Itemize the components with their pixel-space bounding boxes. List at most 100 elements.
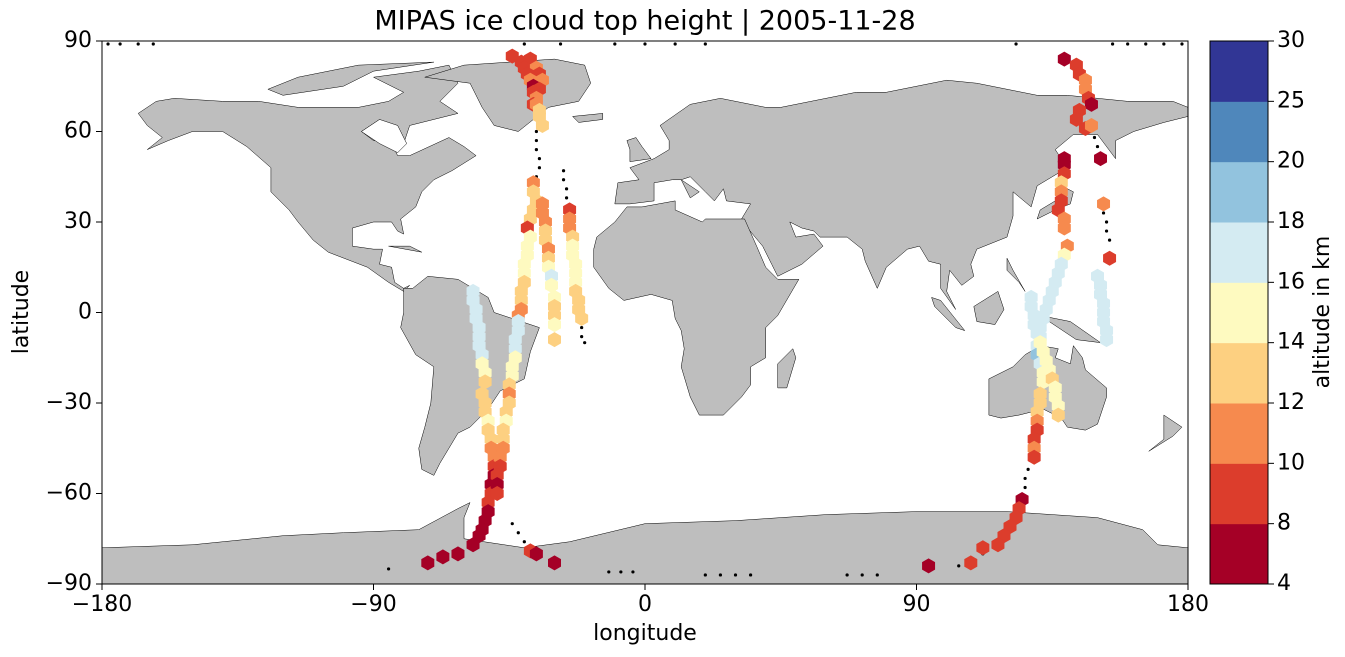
clear-point: [718, 573, 723, 577]
britain: [627, 138, 651, 162]
clear-point: [1104, 229, 1109, 233]
x-tick-label: −180: [72, 592, 132, 617]
clear-point: [1162, 42, 1166, 46]
cloud-point: [548, 555, 561, 571]
clear-point: [1101, 211, 1106, 215]
clear-point: [136, 42, 140, 46]
clear-point: [957, 564, 961, 568]
colorbar-bin: [1210, 282, 1268, 344]
colorbar-bin: [1210, 161, 1268, 223]
y-tick-label: 60: [64, 119, 92, 144]
cloud-point: [548, 317, 561, 333]
north-america: [138, 65, 476, 291]
clear-point: [386, 567, 391, 571]
clear-point: [510, 522, 514, 526]
cloud-point: [976, 540, 990, 556]
clear-point: [1092, 135, 1097, 140]
clear-point: [522, 540, 526, 544]
x-tick-label: 0: [638, 592, 652, 617]
clear-point: [703, 573, 707, 577]
clear-point: [118, 42, 122, 46]
y-tick-label: 90: [64, 28, 92, 53]
y-tick-label: −60: [46, 481, 92, 506]
clear-point: [522, 42, 526, 46]
axes: −180 −90 0 90 180−90−60−30030609048101214161…: [46, 28, 1305, 617]
clear-point: [537, 157, 542, 161]
eurasia: [615, 80, 1188, 309]
clear-point: [534, 138, 539, 143]
colorbar-bin: [1210, 342, 1268, 404]
cloud-point: [1051, 407, 1065, 423]
cloud-point: [548, 332, 561, 348]
cloud-point: [575, 311, 589, 327]
x-tick-label: −90: [350, 592, 396, 617]
clear-point: [583, 341, 587, 345]
clear-point: [1023, 476, 1027, 481]
colorbar-tick-label: 4: [1277, 571, 1291, 596]
colorbar-tick-label: 8: [1277, 511, 1291, 536]
hudson-bay: [361, 119, 406, 152]
clear-point: [561, 169, 566, 173]
clear-point: [564, 196, 569, 200]
colorbar-tick-label: 16: [1277, 269, 1305, 294]
cloud-point: [535, 117, 549, 133]
clear-point: [1023, 485, 1027, 490]
clear-point: [534, 148, 539, 152]
clear-point: [106, 42, 110, 46]
clear-point: [1014, 42, 1018, 46]
clear-point: [534, 129, 539, 134]
clear-point: [607, 570, 611, 574]
colorbar-tick-label: 25: [1277, 88, 1305, 113]
y-tick-label: 30: [64, 209, 92, 234]
colorbar-bin: [1210, 222, 1268, 283]
clear-point: [748, 573, 753, 577]
cuba: [389, 246, 422, 252]
colorbar-bin: [1210, 463, 1268, 525]
cloud-point: [451, 546, 465, 562]
cloud-point: [436, 549, 450, 565]
clear-point: [703, 42, 707, 46]
clear-point: [1095, 144, 1100, 149]
clear-point: [564, 187, 569, 191]
cloud-point: [1103, 250, 1117, 266]
clear-point: [1107, 238, 1112, 242]
clear-point: [558, 42, 563, 46]
clear-point: [860, 573, 864, 577]
cloud-point: [964, 555, 978, 571]
map: [102, 42, 1188, 584]
cloud-point: [1057, 51, 1071, 67]
land: [102, 59, 1188, 584]
x-tick-label: 180: [1167, 592, 1209, 617]
iceland: [573, 113, 603, 122]
cloud-point: [544, 277, 558, 293]
clear-point: [1144, 42, 1148, 46]
clear-point: [1126, 42, 1130, 46]
colorbar-tick-label: 12: [1277, 390, 1305, 415]
cloud-point: [1100, 332, 1114, 348]
colorbar-bin: [1210, 101, 1268, 163]
colorbar-tick-label: 20: [1277, 149, 1305, 174]
x-tick-label: 90: [903, 592, 931, 617]
clear-point: [631, 570, 635, 574]
clear-point: [845, 573, 849, 577]
clear-point: [1180, 42, 1184, 46]
cloud-point: [490, 486, 504, 501]
clear-point: [537, 166, 542, 170]
clear-point: [733, 573, 738, 577]
cloud-point: [1094, 151, 1108, 167]
marks: [106, 42, 1184, 577]
clear-point: [561, 178, 566, 182]
cloud-point: [1084, 96, 1098, 112]
y-tick-label: 0: [78, 300, 92, 325]
clear-point: [673, 42, 677, 46]
colorbar-bin: [1210, 41, 1268, 102]
clear-point: [516, 531, 520, 535]
colorbar-bin: [1210, 403, 1268, 464]
borneo: [974, 291, 1004, 324]
clear-point: [619, 570, 623, 574]
new-zealand: [1149, 415, 1182, 451]
clear-point: [613, 42, 617, 46]
colorbar-tick-label: 18: [1277, 209, 1305, 234]
